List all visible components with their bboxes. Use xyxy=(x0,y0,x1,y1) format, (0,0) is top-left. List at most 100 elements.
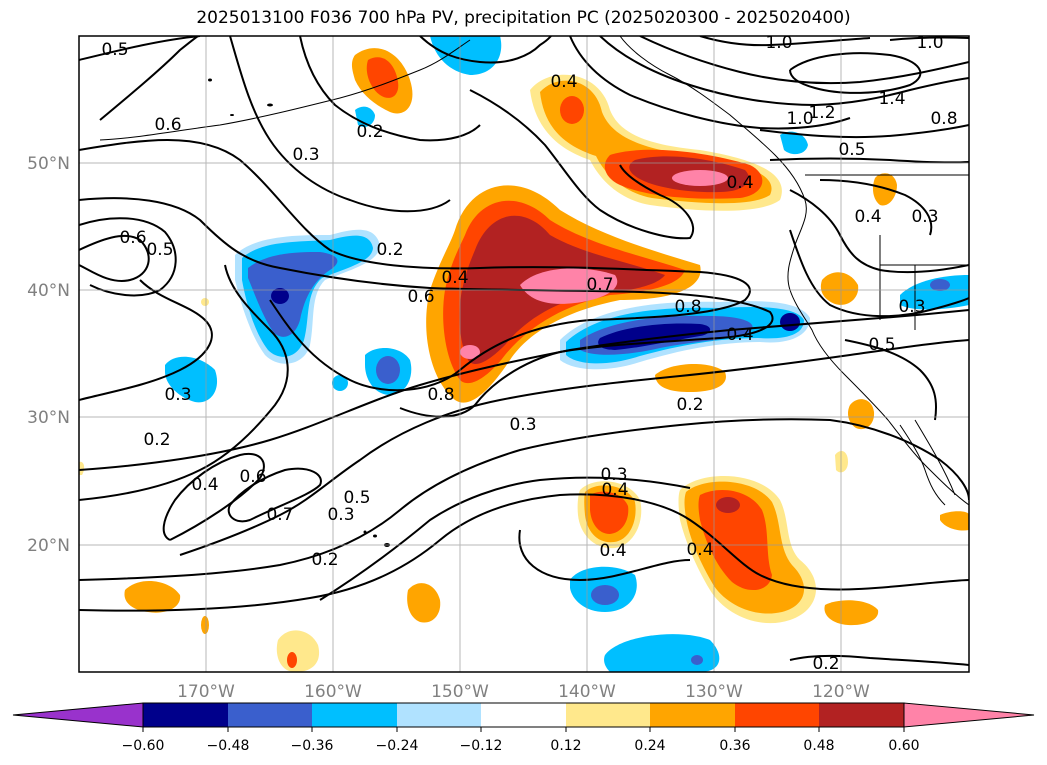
island xyxy=(208,78,212,82)
contour-label: 0.8 xyxy=(930,109,957,129)
pv-contour-line xyxy=(518,529,691,582)
colorbar-segment xyxy=(312,703,397,727)
positive-precip-area xyxy=(560,96,584,124)
colorbar: −0.60 −0.48 −0.36 −0.24 −0.12 0.12 0.24 … xyxy=(12,702,1035,754)
pv-contour-line xyxy=(79,197,774,418)
contour-label: 0.2 xyxy=(812,654,839,674)
map-background xyxy=(79,36,969,672)
positive-precip-area xyxy=(672,170,728,186)
lat-label-50n: 50°N xyxy=(27,154,70,174)
pv-contour-line xyxy=(179,339,969,556)
lon-label-120w: 120°W xyxy=(812,682,870,702)
island xyxy=(267,103,273,107)
positive-precip-area xyxy=(287,652,297,668)
pv-contour-line xyxy=(79,279,213,401)
pv-contour-line xyxy=(789,189,969,274)
pv-contours xyxy=(79,36,969,666)
pv-contour-line xyxy=(162,452,265,541)
colorbar-frame xyxy=(142,702,905,728)
contour-label: 0.8 xyxy=(427,385,454,405)
positive-precip-area xyxy=(366,57,399,98)
negative-precip-area xyxy=(780,313,800,331)
contour-label: 0.3 xyxy=(509,415,536,435)
colorbar-over-extension xyxy=(903,702,1035,728)
contour-label: 0.2 xyxy=(356,122,383,142)
pv-contour-line xyxy=(759,124,969,139)
baja-california xyxy=(899,419,956,506)
pv-contour-line xyxy=(789,654,969,666)
contour-label: 0.3 xyxy=(164,385,191,405)
positive-precip-area xyxy=(848,399,875,430)
contour-label: 0.3 xyxy=(327,505,354,525)
latitude-labels: 50°N 40°N 30°N 20°N xyxy=(27,154,70,556)
pv-contour-line xyxy=(229,36,451,213)
contour-label: 0.4 xyxy=(191,475,218,495)
lon-label-130w: 130°W xyxy=(685,682,743,702)
colorbar-tick-label: 0.12 xyxy=(550,738,581,754)
pv-contour-line xyxy=(789,52,922,94)
positive-precip-area xyxy=(201,298,209,306)
negative-precip-area xyxy=(248,252,338,337)
contour-label: 1.2 xyxy=(808,103,835,123)
islands xyxy=(208,78,390,547)
pv-contour-line xyxy=(819,179,933,236)
pv-contour-line xyxy=(569,36,851,130)
negative-precip-area xyxy=(780,131,808,155)
negative-precip-area xyxy=(591,585,619,605)
positive-precip-area xyxy=(655,364,726,392)
negative-precip-area xyxy=(430,36,502,75)
contour-label: 0.5 xyxy=(838,140,865,160)
positive-precip-area xyxy=(79,461,85,475)
contour-label: 0.3 xyxy=(911,207,938,227)
lat-label-30n: 30°N xyxy=(27,408,70,428)
colorbar-tick-label: −0.48 xyxy=(207,738,250,754)
colorbar-under-extension xyxy=(12,702,144,728)
contour-label: 0.2 xyxy=(376,240,403,260)
colorbar-tick-label: 0.48 xyxy=(803,738,834,754)
pv-contour-line xyxy=(469,89,695,240)
map-frame xyxy=(78,35,970,673)
lon-label-160w: 160°W xyxy=(304,682,362,702)
contour-label: 0.3 xyxy=(600,465,627,485)
contour-label: 0.3 xyxy=(292,145,319,165)
pv-contour-line xyxy=(789,229,969,318)
contour-label: 0.4 xyxy=(599,541,626,561)
contour-label: 0.8 xyxy=(674,297,701,317)
longitude-labels: 170°W 160°W 150°W 140°W 130°W 120°W xyxy=(177,682,870,702)
colorbar-tick-labels: −0.60 −0.48 −0.36 −0.24 −0.12 0.12 0.24 … xyxy=(122,738,920,754)
pv-contour-line xyxy=(79,493,969,612)
contour-label: 0.2 xyxy=(143,430,170,450)
positive-precip-area xyxy=(124,580,181,613)
contour-label: 0.3 xyxy=(898,297,925,317)
colorbar-tick-label: −0.12 xyxy=(460,738,503,754)
negative-precip-area xyxy=(604,634,720,672)
pv-contour-line xyxy=(79,309,969,471)
negative-precip-area xyxy=(165,356,218,403)
colorbar-segment xyxy=(566,703,650,727)
negative-precip-area xyxy=(271,288,289,304)
colorbar-segment xyxy=(228,703,312,727)
pv-contour-line xyxy=(299,36,481,142)
contour-label: 0.4 xyxy=(726,173,753,193)
pv-contour-line xyxy=(319,476,691,601)
positive-precip-area xyxy=(824,600,879,626)
pv-contour-line xyxy=(599,36,969,107)
lat-label-40n: 40°N xyxy=(27,281,70,301)
negative-precip-area xyxy=(376,356,400,384)
contour-label: 0.5 xyxy=(101,40,128,60)
pv-contour-line xyxy=(79,139,751,392)
contour-label: 0.7 xyxy=(586,275,613,295)
contour-label: 0.6 xyxy=(119,228,146,248)
negative-precip-area xyxy=(598,323,711,350)
pv-contour-line xyxy=(79,264,289,501)
colorbar-segment xyxy=(481,703,566,727)
border-us-states xyxy=(879,235,969,330)
contour-label: 0.6 xyxy=(407,287,434,307)
negative-precip-area xyxy=(900,275,969,310)
colorbar-segment xyxy=(650,703,735,727)
colorbar-segment xyxy=(143,703,228,727)
colorbar-tick-label: 0.36 xyxy=(719,738,750,754)
contour-label: 0.4 xyxy=(441,268,468,288)
coastline-alaska xyxy=(99,39,471,141)
